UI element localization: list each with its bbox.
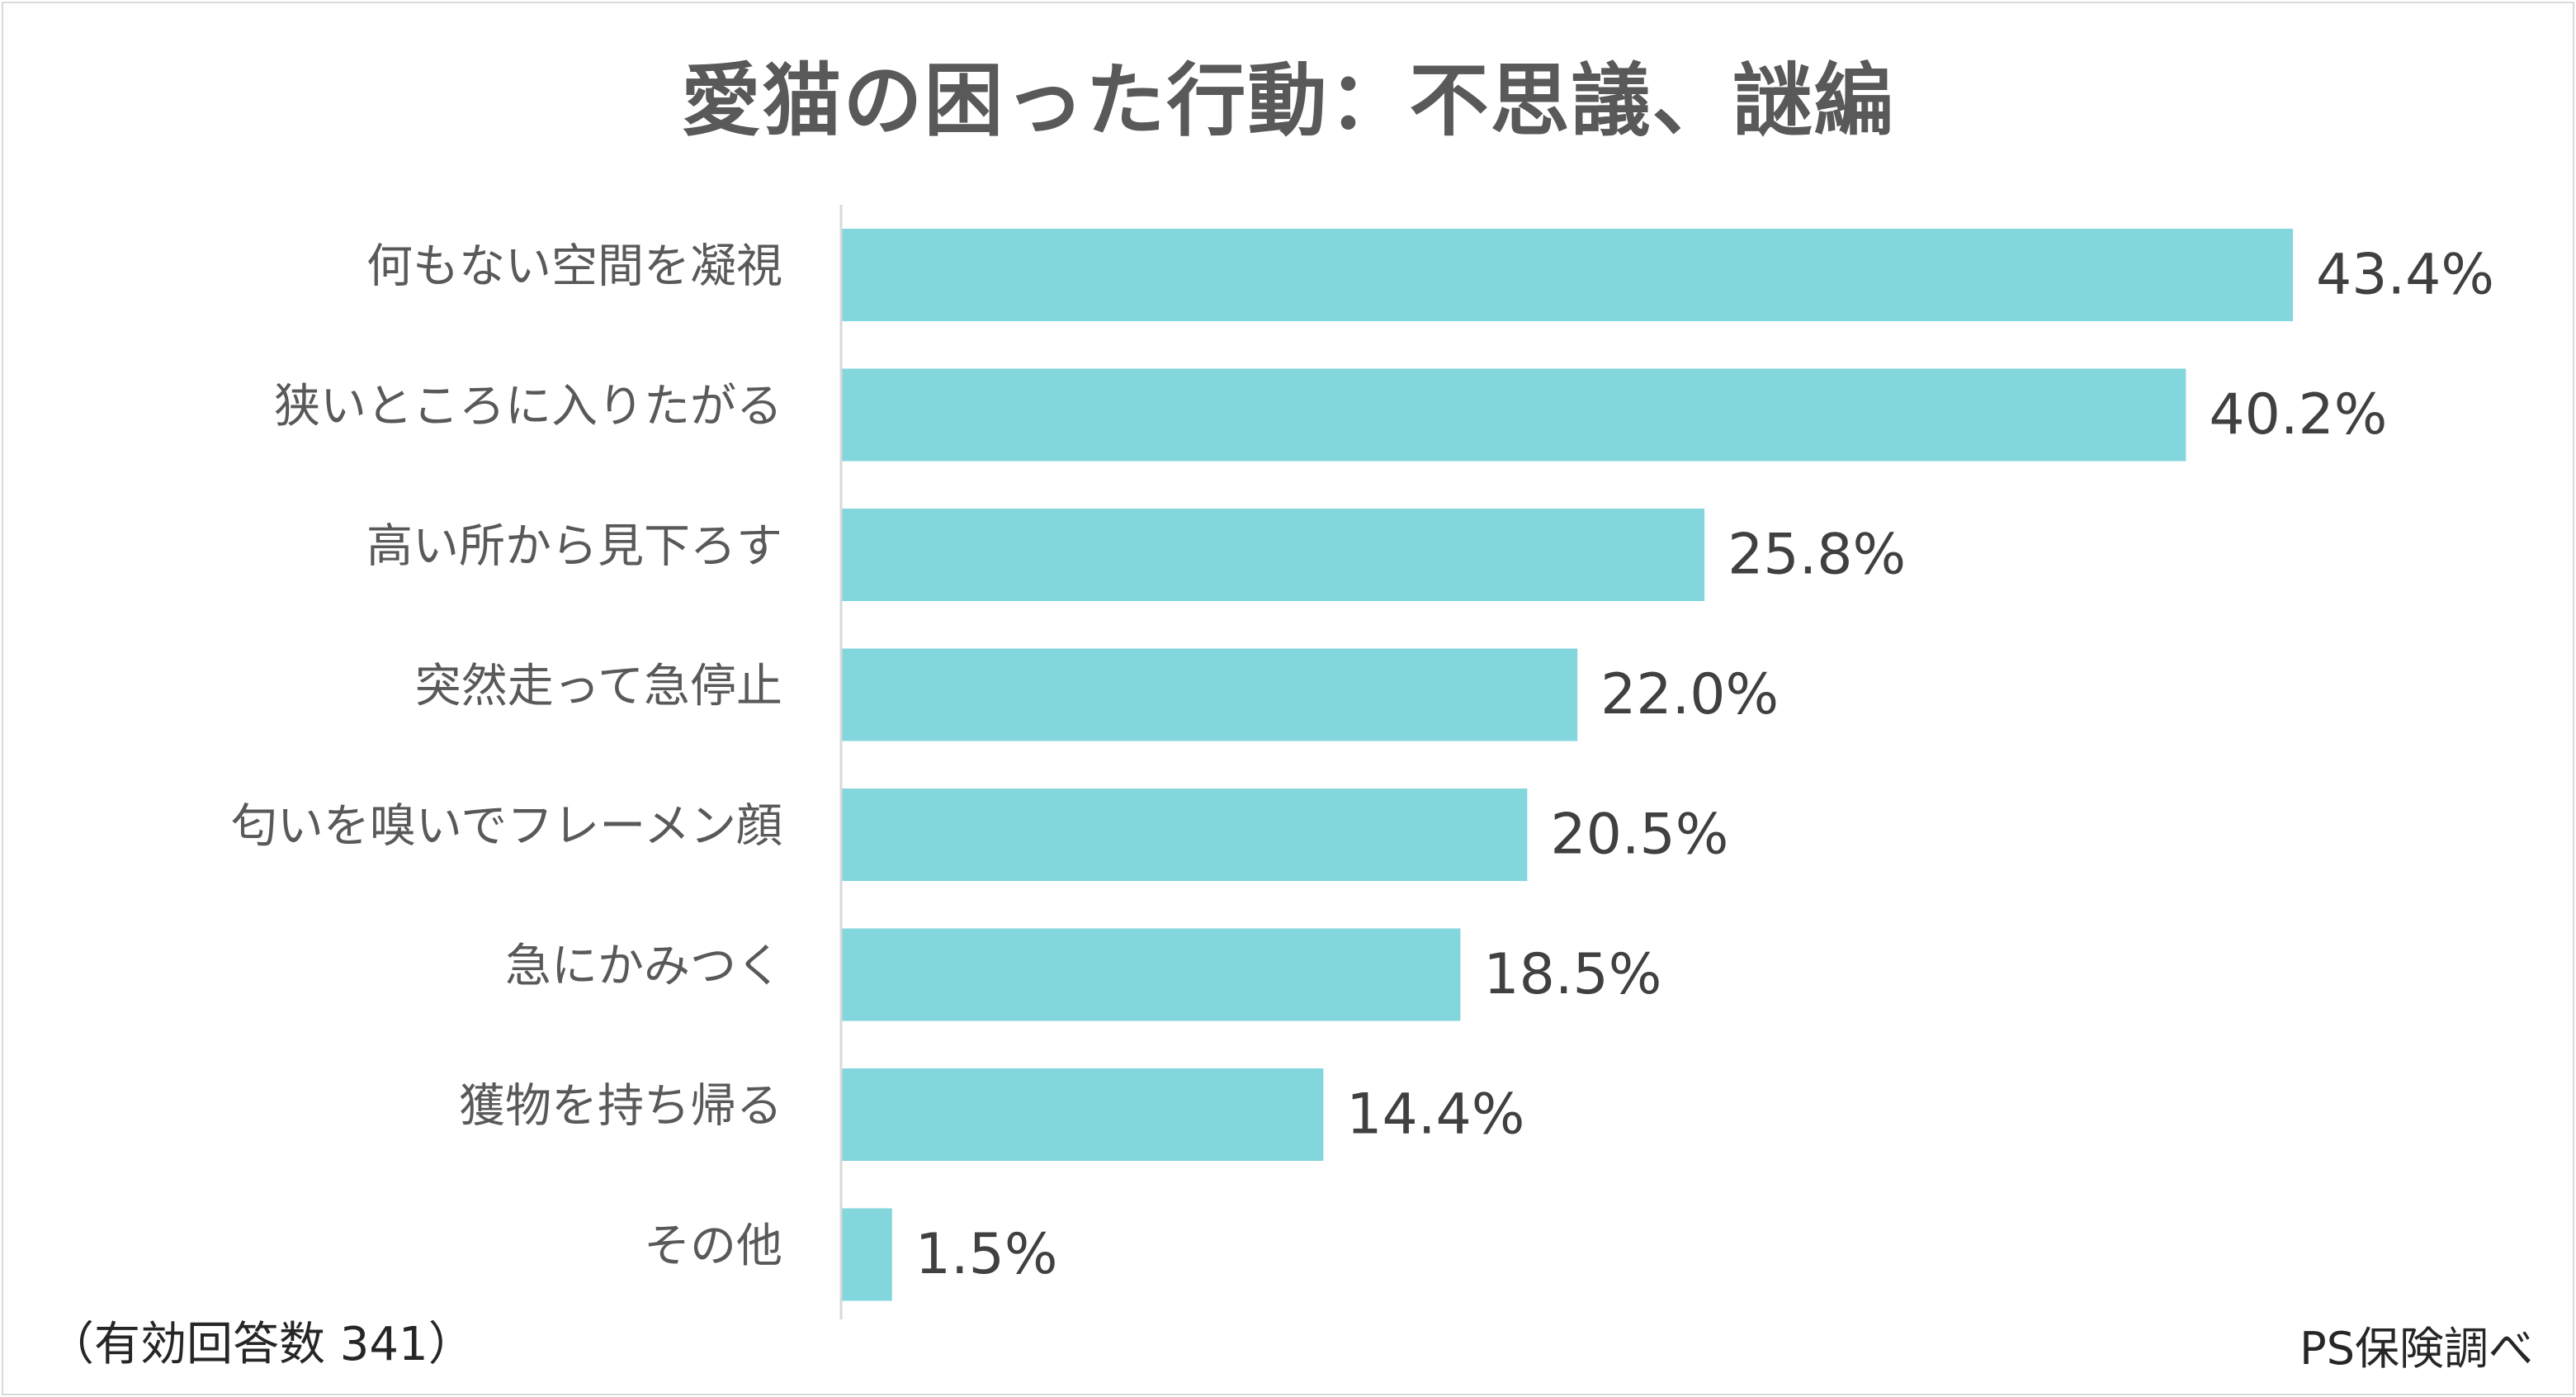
category-label-8: その他 xyxy=(644,1219,782,1273)
value-label-3: 25.8% xyxy=(1728,523,1906,588)
category-label-5: 匂いを嗅いでフレーメン顔 xyxy=(231,800,782,854)
category-label-6: 急にかみつく xyxy=(505,940,782,993)
value-label-5: 20.5% xyxy=(1550,803,1728,868)
bar-1 xyxy=(842,229,2293,321)
value-label-1: 43.4% xyxy=(2316,243,2494,308)
bars-layer: 何もない空間を凝視 43.4% 狭いところに入りたがる 40.2% 高い所から見下ろす 2… xyxy=(231,229,2494,1301)
category-label-3: 高い所から見下ろす xyxy=(366,520,782,574)
bar-5 xyxy=(842,788,1528,881)
bar-6 xyxy=(842,928,1461,1021)
bar-2 xyxy=(842,368,2186,462)
bar-4 xyxy=(842,648,1578,741)
bar-8 xyxy=(842,1208,892,1301)
value-label-7: 14.4% xyxy=(1346,1082,1524,1148)
value-label-4: 22.0% xyxy=(1600,662,1779,727)
category-label-2: 狭いところに入りたがる xyxy=(274,380,782,433)
value-label-8: 1.5% xyxy=(915,1222,1058,1287)
sample-size-note: （有効回答数 341） xyxy=(48,1318,475,1371)
category-label-4: 突然走って急停止 xyxy=(415,660,782,713)
bar-3 xyxy=(842,509,1705,601)
category-label-7: 獲物を持ち帰る xyxy=(459,1080,782,1134)
chart-title: 愛猫の困った行動：不思議、謎編 xyxy=(681,54,1895,147)
value-label-2: 40.2% xyxy=(2209,382,2387,448)
source-note: PS保険調べ xyxy=(2299,1323,2533,1375)
bar-7 xyxy=(842,1068,1324,1161)
category-label-1: 何もない空間を凝視 xyxy=(366,240,782,294)
value-label-6: 18.5% xyxy=(1483,942,1661,1007)
